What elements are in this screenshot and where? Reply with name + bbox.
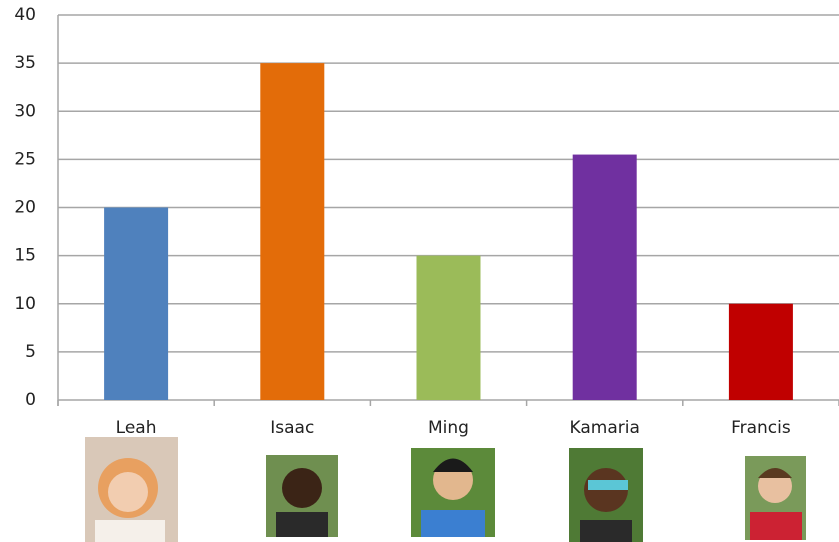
- y-tick-label: 25: [14, 149, 36, 169]
- y-tick-label: 40: [14, 5, 36, 25]
- photo: [266, 455, 338, 537]
- bar: [416, 255, 481, 400]
- photo: [411, 448, 495, 537]
- x-tick-label: Kamaria: [570, 418, 640, 438]
- y-tick-label: 30: [14, 101, 36, 121]
- bar: [104, 207, 169, 400]
- bar: [572, 154, 637, 400]
- x-tick-label: Leah: [116, 418, 157, 438]
- photo: [745, 456, 806, 540]
- x-tick-label: Isaac: [270, 418, 314, 438]
- y-tick-label: 5: [25, 342, 36, 362]
- bar: [260, 63, 325, 400]
- bar: [728, 303, 793, 400]
- y-tick-label: 15: [14, 246, 36, 266]
- x-tick-label: Francis: [731, 418, 791, 438]
- photos: [85, 437, 806, 542]
- y-tick-label: 0: [25, 390, 36, 410]
- y-tick-label: 35: [14, 53, 36, 73]
- x-tick-label: Ming: [428, 418, 469, 438]
- photo: [569, 448, 643, 542]
- photo: [85, 437, 178, 542]
- y-tick-label: 20: [14, 198, 36, 218]
- y-tick-label: 10: [14, 294, 36, 314]
